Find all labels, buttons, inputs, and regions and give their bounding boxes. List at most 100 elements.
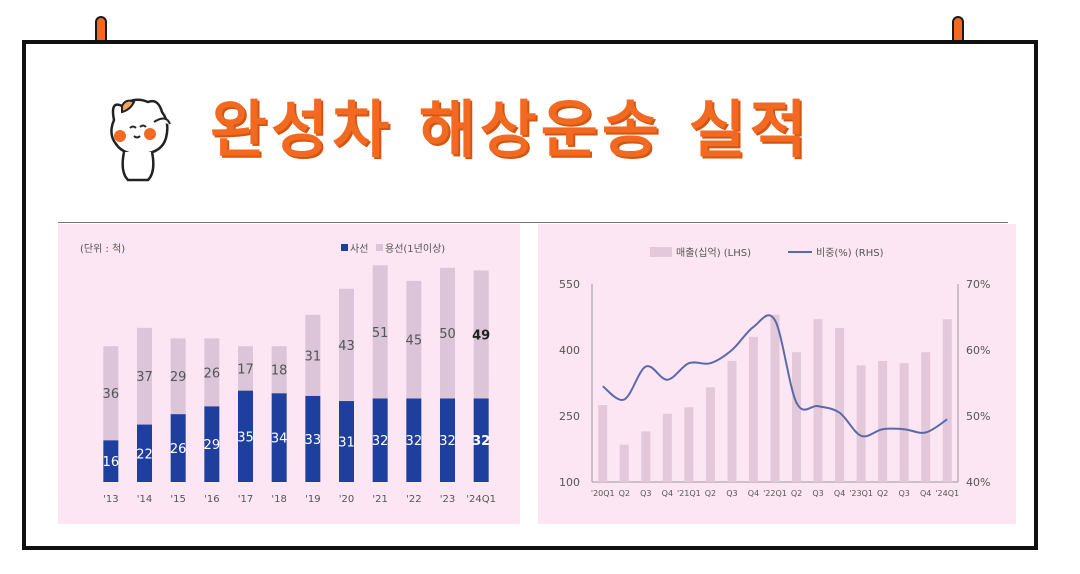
sales-bar [705, 387, 715, 482]
bar-segment [440, 267, 455, 399]
data-label: 32 [439, 434, 456, 449]
data-label: 29 [204, 438, 221, 453]
sales-bar [770, 314, 780, 482]
legend-label: 용선(1년이상) [385, 243, 445, 255]
sales-bar [684, 407, 694, 482]
left-tick-label: 550 [559, 278, 580, 291]
data-label: 45 [406, 334, 423, 349]
data-label: 31 [338, 436, 355, 451]
data-label: 32 [372, 434, 389, 449]
sales-bar [641, 431, 651, 482]
data-label: 31 [305, 349, 322, 364]
bar-segment [103, 346, 119, 441]
sales-share-chart: 550 400 250 100 70% 60% 50% 40% 매출(십억) (LHS) 비중(%… [559, 247, 990, 498]
data-label: 33 [305, 433, 322, 448]
x-tick-label: Q3 [640, 489, 651, 498]
bar-segment [204, 338, 220, 407]
bar-segment [238, 346, 253, 391]
data-label: 34 [271, 432, 288, 447]
bar-segment [473, 270, 489, 399]
sales-bar [727, 361, 737, 482]
sales-bar [835, 328, 845, 482]
x-tick-label: '22Q1 [763, 489, 787, 498]
x-tick-label: '23Q1 [849, 489, 873, 498]
data-label: 18 [271, 364, 288, 379]
bar-segment [238, 390, 253, 482]
data-label: 22 [136, 447, 153, 462]
bar-segment [372, 398, 388, 482]
legend-swatch [341, 244, 348, 251]
sales-bar [856, 365, 866, 482]
bar-segment [305, 314, 321, 396]
legend-swatch-bar [650, 247, 672, 257]
sales-bar [748, 336, 758, 482]
bar-segment [204, 406, 220, 482]
bar-segment [137, 424, 152, 482]
x-tick-label: Q4 [834, 489, 845, 498]
x-tick-label: '15 [170, 494, 185, 505]
right-tick-label: 70% [966, 278, 990, 291]
data-label: 36 [103, 387, 120, 402]
x-tick-label: Q4 [748, 489, 759, 498]
data-label: 26 [204, 366, 221, 381]
bar-segment [406, 280, 422, 399]
right-tick-label: 50% [966, 410, 990, 423]
sales-bar [813, 319, 823, 482]
right-chart-panel: 550 400 250 100 70% 60% 50% 40% 매출(십억) (LHS) 비중(%… [538, 224, 1016, 524]
x-tick-label: Q3 [726, 489, 737, 498]
x-tick-label: '14 [137, 494, 152, 505]
x-tick-label: '21 [372, 494, 387, 505]
legend-swatch [376, 244, 383, 251]
x-tick-label: '20 [339, 494, 354, 505]
left-tick-label: 100 [559, 476, 580, 489]
data-label: 43 [338, 339, 355, 354]
bar-segment [271, 393, 287, 482]
data-label: 32 [406, 434, 423, 449]
data-label: 26 [170, 442, 187, 457]
x-tick-label: Q3 [898, 489, 909, 498]
sales-bar [942, 319, 952, 482]
right-tick-label: 60% [966, 344, 990, 357]
x-tick-label: Q3 [812, 489, 823, 498]
data-label: 29 [170, 370, 187, 385]
left-chart-panel: (단위 : 척) 사선 용선(1년이상) 16 36 '13 22 37 '14 26 29 '15 2… [58, 224, 520, 524]
bar-segment [440, 398, 455, 482]
right-tick-label: 40% [966, 476, 990, 489]
bar-segment [473, 398, 489, 482]
x-tick-label: '24Q1 [466, 494, 496, 505]
bar-segment [339, 288, 354, 402]
left-tick-label: 400 [559, 344, 580, 357]
data-label: 37 [136, 370, 153, 385]
x-tick-label: '17 [238, 494, 253, 505]
x-tick-label: '16 [204, 494, 219, 505]
sales-bar [792, 352, 802, 482]
legend-label-line: 비중(%) (RHS) [816, 247, 884, 259]
bar-segment [170, 414, 186, 482]
cat-mascot-icon [110, 98, 171, 182]
bar-segment [103, 440, 119, 482]
bar-segment [137, 327, 152, 425]
x-tick-label: Q4 [662, 489, 673, 498]
sales-bar [619, 444, 629, 482]
legend-label-bar: 매출(십억) (LHS) [676, 247, 751, 259]
data-label: 17 [237, 362, 254, 377]
sales-bar [899, 363, 909, 482]
unit-label: (단위 : 척) [80, 242, 125, 255]
divider-line [58, 222, 1008, 223]
legend-label: 사선 [350, 243, 368, 255]
x-tick-label: '13 [103, 494, 118, 505]
sales-bar [598, 405, 608, 482]
bar-segment [305, 395, 321, 482]
sales-bar [878, 361, 888, 482]
left-tick-label: 250 [559, 410, 580, 423]
page-title: 완성차 해상운송 실적 [210, 93, 811, 166]
x-tick-label: Q2 [791, 489, 802, 498]
data-label: 50 [439, 327, 456, 342]
data-label: 16 [103, 455, 120, 470]
x-tick-label: '18 [271, 494, 286, 505]
data-label: 49 [472, 328, 490, 343]
sales-bar [921, 352, 931, 482]
x-tick-label: '23 [440, 494, 455, 505]
bar-segment [271, 346, 287, 394]
x-tick-label: '19 [305, 494, 320, 505]
